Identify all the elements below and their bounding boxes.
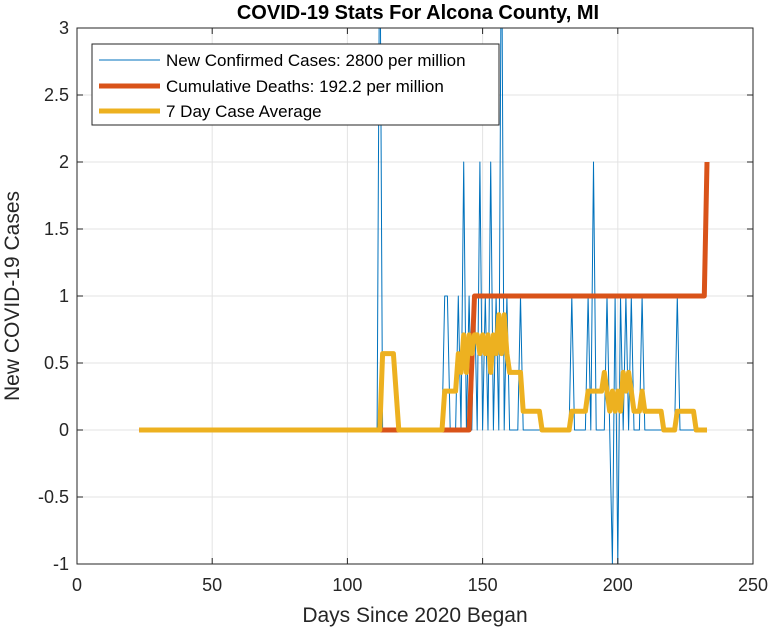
y-tick-label: 2.5: [44, 85, 69, 105]
legend-label-cumulative-deaths: Cumulative Deaths: 192.2 per million: [166, 77, 444, 96]
legend: New Confirmed Cases: 2800 per million Cu…: [91, 43, 500, 126]
y-axis-label: New COVID-19 Cases: [1, 191, 24, 401]
x-tick-label: 200: [603, 575, 633, 595]
series-group: [139, 28, 710, 564]
y-tick-label: 1.5: [44, 219, 69, 239]
x-tick-label: 0: [72, 575, 82, 595]
new-confirmed-cases-line: [139, 28, 707, 564]
x-axis-label: Days Since 2020 Began: [302, 604, 527, 627]
y-tick-label: 0.5: [44, 353, 69, 373]
y-tick-label: -1: [53, 554, 69, 574]
chart-title: COVID-19 Stats For Alcona County, MI: [237, 2, 599, 24]
tick-labels: 0 50 100 150 200 250 -1 -0.5 0 0.5 1 1.5 2 2.5 3: [38, 18, 768, 595]
x-tick-label: 150: [468, 575, 498, 595]
x-tick-label: 50: [202, 575, 222, 595]
y-tick-label: -0.5: [38, 487, 69, 507]
y-tick-label: 0: [59, 420, 69, 440]
x-tick-label: 250: [738, 575, 768, 595]
y-tick-label: 1: [59, 286, 69, 306]
legend-label-new-cases: New Confirmed Cases: 2800 per million: [166, 51, 466, 70]
ticks: [76, 27, 754, 565]
seven-day-average-line: [139, 312, 707, 433]
legend-label-7-day-average: 7 Day Case Average: [166, 102, 322, 121]
y-tick-label: 2: [59, 152, 69, 172]
y-tick-label: 3: [59, 18, 69, 38]
x-tick-label: 100: [332, 575, 362, 595]
